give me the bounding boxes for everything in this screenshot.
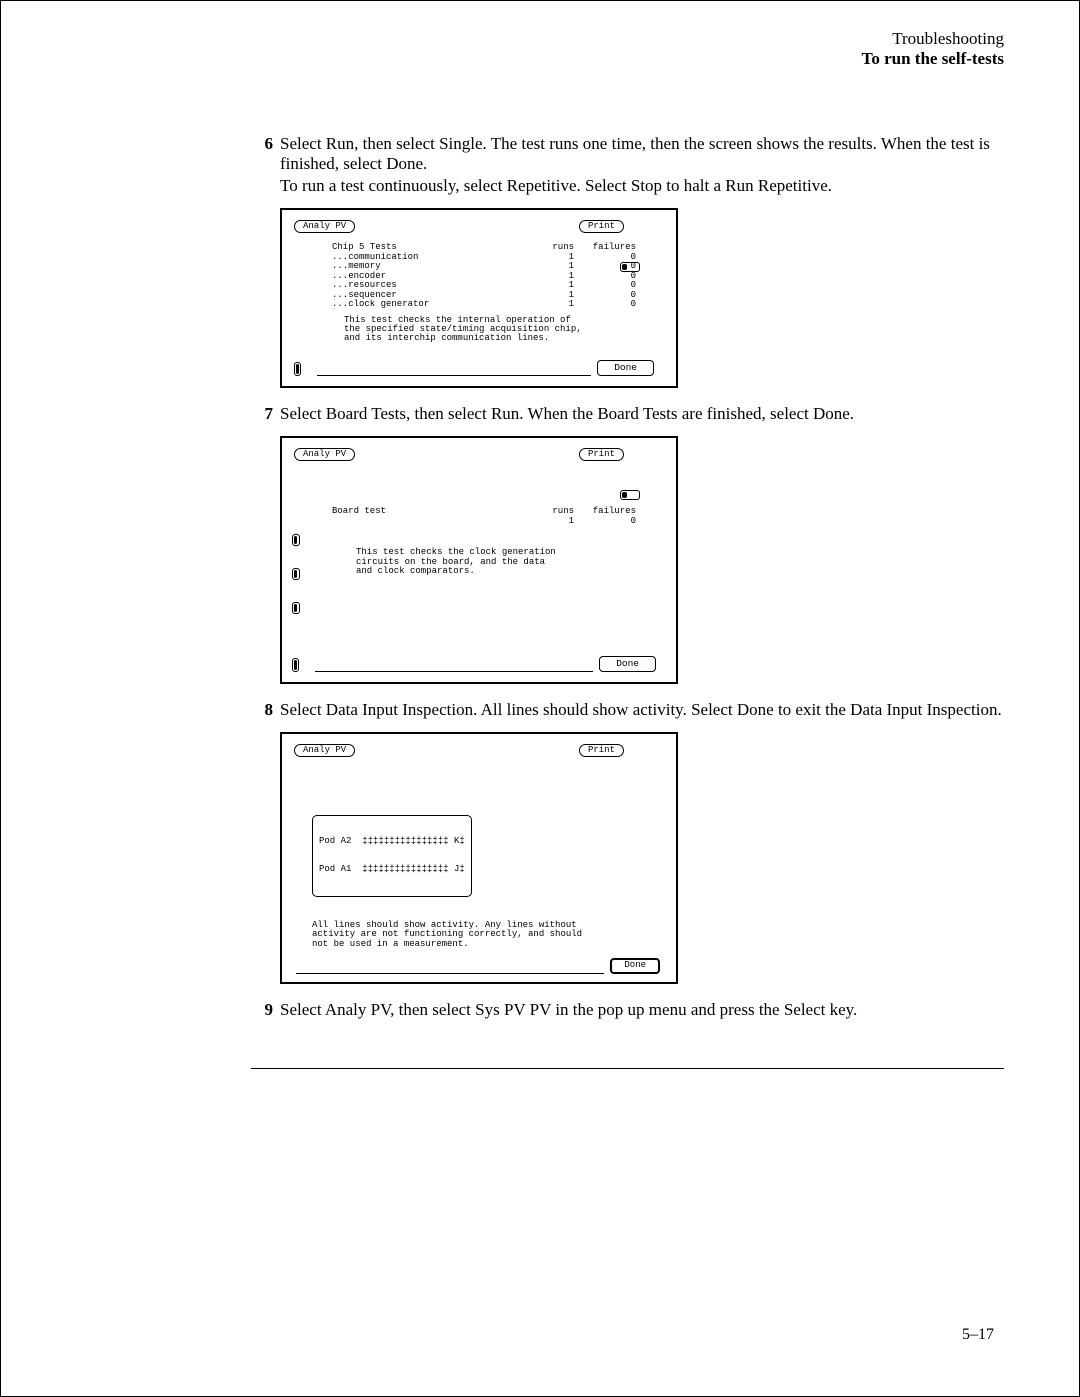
- step-9: 9 Select Analy PV, then select Sys PV PV…: [251, 1000, 1004, 1020]
- slider-knob[interactable]: [620, 262, 640, 272]
- done-button[interactable]: Done: [610, 958, 660, 973]
- slider-knob[interactable]: [292, 602, 300, 614]
- pod-readout: Pod A2 ‡‡‡‡‡‡‡‡‡‡‡‡‡‡‡‡ K‡ Pod A1 ‡‡‡‡‡‡…: [312, 815, 472, 897]
- screenshot-board-test: Analy PV Print Board test runs failures …: [280, 436, 678, 684]
- pod-a2: Pod A2 ‡‡‡‡‡‡‡‡‡‡‡‡‡‡‡‡ K‡: [319, 837, 465, 846]
- test-description: This test checks the clock generation ci…: [332, 548, 636, 576]
- step-number: 6: [251, 134, 273, 154]
- step-number: 7: [251, 404, 273, 424]
- page-number: 5–17: [962, 1326, 994, 1344]
- screenshot-data-input: Analy PV Print Pod A2 ‡‡‡‡‡‡‡‡‡‡‡‡‡‡‡‡ K…: [280, 732, 678, 984]
- analy-pv-button[interactable]: Analy PV: [294, 744, 355, 757]
- page-header: Troubleshooting To run the self-tests: [76, 29, 1004, 69]
- step-number: 8: [251, 700, 273, 720]
- slider-knob[interactable]: [294, 362, 301, 376]
- step-text: Select Run, then select Single. The test…: [280, 134, 1004, 174]
- step-7: 7 Select Board Tests, then select Run. W…: [251, 404, 1004, 424]
- step-text: Select Data Input Inspection. All lines …: [280, 700, 1004, 720]
- print-button[interactable]: Print: [579, 448, 624, 461]
- step-8: 8 Select Data Input Inspection. All line…: [251, 700, 1004, 720]
- slider-knob[interactable]: [292, 534, 300, 546]
- divider: [296, 973, 604, 974]
- print-button[interactable]: Print: [579, 220, 624, 233]
- analy-pv-button[interactable]: Analy PV: [294, 220, 355, 233]
- analy-pv-button[interactable]: Analy PV: [294, 448, 355, 461]
- table-header: Board test runs failures: [332, 507, 636, 516]
- slider-knob[interactable]: [620, 490, 640, 500]
- step-6: 6 Select Run, then select Single. The te…: [251, 134, 1004, 196]
- print-button[interactable]: Print: [579, 744, 624, 757]
- screenshot-chip-tests: Analy PV Print Chip 5 Tests runs failure…: [280, 208, 678, 388]
- footer-rule: [251, 1068, 1004, 1069]
- activity-description: All lines should show activity. Any line…: [312, 921, 646, 949]
- divider: [315, 671, 593, 672]
- table-row: 1 0: [332, 517, 636, 526]
- step-text: Select Analy PV, then select Sys PV PV i…: [280, 1000, 1004, 1020]
- done-button[interactable]: Done: [599, 656, 656, 672]
- slider-knob[interactable]: [292, 568, 300, 580]
- done-button[interactable]: Done: [597, 360, 654, 376]
- header-topic: To run the self-tests: [76, 49, 1004, 69]
- slider-knob[interactable]: [292, 658, 299, 672]
- step-subtext: To run a test continuously, select Repet…: [280, 176, 1004, 196]
- header-section: Troubleshooting: [76, 29, 1004, 49]
- step-number: 9: [251, 1000, 273, 1020]
- step-text: Select Board Tests, then select Run. Whe…: [280, 404, 1004, 424]
- test-description: This test checks the internal operation …: [332, 316, 636, 344]
- table-row: ...clock generator10: [332, 300, 636, 309]
- divider: [317, 375, 591, 376]
- side-controls: [292, 534, 300, 636]
- pod-a1: Pod A1 ‡‡‡‡‡‡‡‡‡‡‡‡‡‡‡‡ J‡: [319, 865, 465, 874]
